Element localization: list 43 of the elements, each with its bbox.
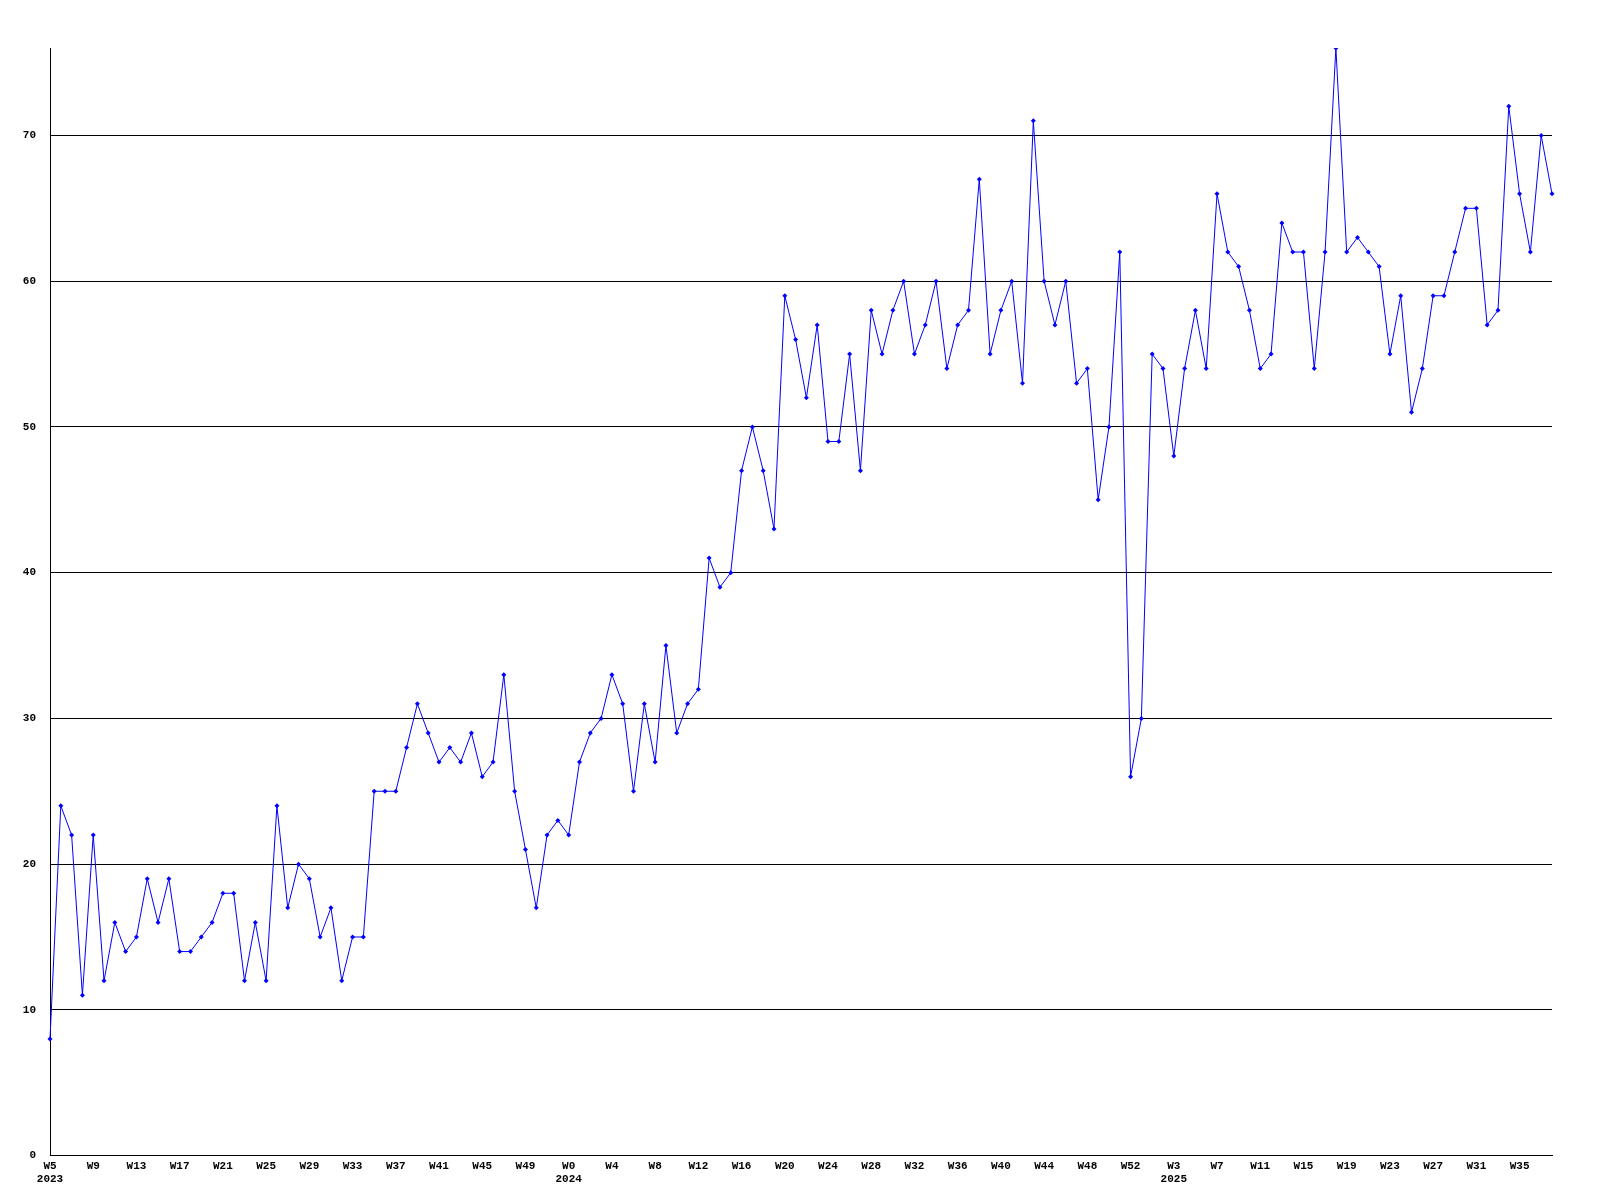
y-tick-label: 20 [22,857,36,870]
x-tick-label: W52 [1120,1159,1141,1172]
x-tick-label: W41 [429,1159,450,1172]
x-tick-label: W8 [648,1159,663,1172]
x-tick-label: W49 [515,1159,536,1172]
y-tick-label: 60 [22,274,36,287]
y-tick-label: 40 [22,566,36,579]
y-tick-label: 30 [22,712,36,725]
x-tick-label: W7 [1210,1159,1224,1172]
x-tick-label: W44 [1034,1159,1055,1172]
x-tick-label: W36 [947,1159,968,1172]
x-tick-label: W48 [1077,1159,1098,1172]
x-tick-label: W13 [126,1159,147,1172]
x-tick-label: W17 [169,1159,190,1172]
x-tick-label: W27 [1423,1159,1444,1172]
y-tick-label: 70 [22,129,36,142]
x-tick-label: W20 [774,1159,795,1172]
x-tick-label: W25 [256,1159,277,1172]
x-tick-label: W33 [342,1159,363,1172]
x-tick-label: W45 [472,1159,493,1172]
x-tick-label: W23 [1380,1159,1401,1172]
x-tick-label: W35 [1509,1159,1530,1172]
x-tick-label: W28 [861,1159,882,1172]
x-tick-label: W37 [385,1159,406,1172]
x-tick-label: W19 [1336,1159,1357,1172]
x-tick-label: W24 [818,1159,839,1172]
x-tick-label: W16 [731,1159,752,1172]
y-tick-label: 50 [22,420,36,433]
x-tick-label: W0 2024 [555,1159,583,1186]
x-tick-label: W40 [991,1159,1011,1172]
x-tick-label: W11 [1250,1159,1271,1172]
x-tick-label: W5 2023 [36,1159,64,1186]
y-tick-label: 10 [22,1003,36,1016]
x-tick-label: W32 [904,1159,925,1172]
x-tick-label: W3 2025 [1160,1159,1188,1186]
y-tick-label: 0 [29,1149,36,1162]
x-tick-label: W29 [299,1159,320,1172]
x-tick-label: W4 [605,1159,619,1172]
x-tick-label: W12 [688,1159,709,1172]
x-tick-label: W21 [212,1159,234,1172]
x-tick-label: W15 [1293,1159,1314,1172]
x-tick-label: W31 [1466,1159,1487,1172]
x-tick-label: W9 [86,1159,100,1172]
